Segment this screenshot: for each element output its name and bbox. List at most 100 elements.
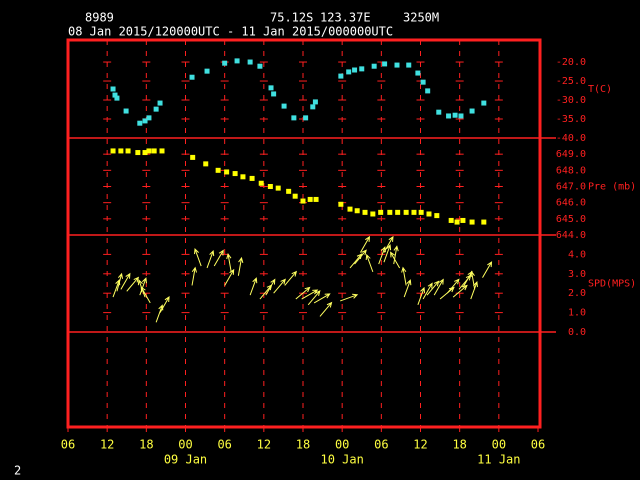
data-point — [338, 201, 344, 207]
wind-arrow — [482, 261, 493, 278]
wind-arrow — [224, 268, 235, 286]
data-point — [267, 184, 273, 189]
x-tick-label: 00 — [492, 438, 506, 452]
data-point — [159, 148, 165, 154]
wind-arrow — [112, 279, 121, 298]
y-tick-label: 646.0 — [556, 198, 586, 209]
y-tick-label: 647.0 — [556, 182, 586, 193]
longitude: 123.37E — [320, 11, 371, 25]
data-point — [303, 115, 309, 121]
data-point — [112, 92, 118, 98]
data-point — [157, 100, 163, 106]
y-tick-label: 0.0 — [568, 327, 586, 338]
y-tick-label: 648.0 — [556, 165, 586, 176]
data-point — [378, 209, 384, 215]
data-point — [359, 66, 365, 72]
data-point — [387, 209, 393, 215]
data-point — [118, 148, 124, 154]
wind-arrow — [159, 296, 170, 313]
x-tick-label: 12 — [257, 438, 271, 452]
data-point — [137, 120, 143, 126]
y-axis-label: T(C) — [588, 84, 612, 95]
x-tick-label: 06 — [217, 438, 231, 452]
x-tick-label: 12 — [100, 438, 114, 452]
wind-arrow — [470, 281, 478, 300]
wind-arrow — [226, 253, 232, 272]
data-point — [268, 85, 274, 91]
latitude: 75.12S — [270, 11, 313, 25]
data-point — [204, 68, 210, 74]
data-point — [281, 103, 287, 109]
wind-arrow — [446, 278, 460, 294]
data-point — [436, 109, 442, 115]
x-tick-label: 12 — [413, 438, 427, 452]
y-tick-label: 649.0 — [556, 149, 586, 160]
y-tick-label: -20.0 — [556, 57, 586, 68]
wind-arrow — [433, 278, 444, 296]
data-point — [452, 112, 458, 118]
y-tick-label: 2.0 — [568, 288, 586, 299]
wind-arrow — [313, 293, 331, 304]
data-point — [418, 209, 424, 215]
plot-frame — [66, 38, 542, 429]
wind-arrow — [319, 301, 333, 317]
wind-arrow — [439, 286, 455, 300]
wind-arrow — [301, 289, 319, 300]
x-tick-label: 00 — [178, 438, 192, 452]
wind-arrow — [401, 266, 407, 286]
y-tick-label: -30.0 — [556, 95, 586, 106]
elevation: 3250M — [403, 11, 439, 25]
data-point — [189, 74, 195, 80]
data-point — [135, 150, 141, 156]
y-axis-label: Pre (mb) — [588, 182, 636, 193]
data-point — [415, 70, 421, 76]
data-point — [125, 148, 131, 154]
wind-arrow — [426, 280, 440, 296]
data-point — [403, 209, 409, 215]
x-tick-label: 18 — [296, 438, 310, 452]
y-tick-label: 4.0 — [568, 249, 586, 260]
data-point — [310, 104, 316, 110]
wind-arrow — [349, 253, 363, 269]
wind-arrow — [469, 270, 476, 290]
x-tick-label: 00 — [335, 438, 349, 452]
data-point — [203, 161, 209, 167]
y-tick-label: 644.0 — [556, 230, 586, 241]
station-id: 8989 — [85, 11, 114, 25]
wind-arrow — [191, 266, 197, 286]
wind-arrow — [126, 276, 140, 292]
data-point — [312, 99, 318, 105]
wind-arrow — [140, 286, 151, 304]
data-point — [146, 115, 152, 121]
wind-arrow — [340, 293, 359, 302]
data-point — [354, 208, 360, 214]
wind-arrow — [390, 251, 401, 269]
data-point — [454, 219, 460, 225]
data-point — [123, 108, 129, 114]
data-point — [352, 67, 358, 73]
wind-arrow — [354, 249, 367, 265]
data-point — [110, 86, 116, 92]
wind-arrow — [116, 272, 124, 292]
wind-arrow — [365, 253, 374, 273]
data-point — [275, 185, 281, 191]
data-point — [153, 106, 159, 112]
period: 08 Jan 2015/120000UTC - 11 Jan 2015/0000… — [68, 25, 393, 39]
data-point — [347, 206, 353, 212]
y-tick-label: -35.0 — [556, 114, 586, 125]
y-tick-label: 1.0 — [568, 308, 586, 319]
data-point — [190, 154, 196, 160]
x-tick-label: 06 — [61, 438, 75, 452]
data-point — [257, 63, 263, 69]
data-point — [291, 115, 297, 121]
day-label: 10 Jan — [320, 453, 363, 467]
x-tick-label: 18 — [139, 438, 153, 452]
data-point — [240, 174, 246, 180]
data-point — [142, 150, 148, 156]
wind-arrow — [284, 270, 298, 286]
data-point — [300, 198, 306, 204]
data-point — [481, 219, 487, 225]
data-point — [286, 188, 292, 194]
wind-arrow — [295, 286, 311, 300]
